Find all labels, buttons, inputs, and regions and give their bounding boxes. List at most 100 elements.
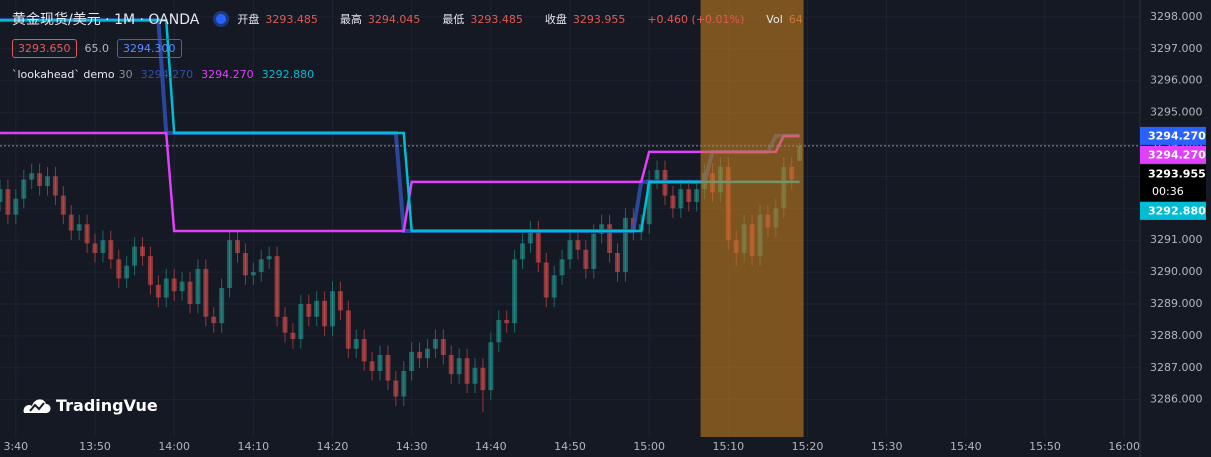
status-dot[interactable] xyxy=(213,11,230,27)
candle-body xyxy=(654,170,660,180)
candle-body xyxy=(227,240,233,289)
x-tick-label: 15:40 xyxy=(950,440,982,453)
field-label: 开盘 xyxy=(237,13,260,26)
candle-body xyxy=(448,355,454,375)
legend-row: `lookahead` demo 30 3294.270 3294.270 3292… xyxy=(12,68,322,81)
y-tick-label: 3296.000 xyxy=(1150,74,1203,87)
candle-body xyxy=(258,259,264,273)
candle-body xyxy=(242,252,248,276)
candle-body xyxy=(393,380,399,397)
candle-body xyxy=(235,240,240,253)
symbol: 黄金现货/美元 · 1M · OANDA xyxy=(12,12,200,28)
candle-body xyxy=(559,259,565,276)
candle-body xyxy=(45,176,50,186)
logo-text: TradingVue xyxy=(56,395,158,415)
field-value: 3293.485 xyxy=(470,12,523,26)
candle-body xyxy=(504,319,510,324)
candle-body xyxy=(369,361,375,371)
candle-body xyxy=(282,316,288,333)
x-tick-label: 15:20 xyxy=(792,440,824,453)
indicator-length: 30 xyxy=(118,68,133,81)
indicator-value: 3294.270 xyxy=(201,68,254,81)
candle-body xyxy=(163,278,169,298)
candle-body xyxy=(195,268,201,304)
candle-body xyxy=(646,179,652,225)
candle-body xyxy=(250,272,256,276)
candle-body xyxy=(140,246,145,257)
candle-body xyxy=(179,281,185,292)
candle-body xyxy=(76,224,82,231)
price-tag xyxy=(1140,201,1206,220)
price-tag xyxy=(1140,145,1206,164)
candle-body xyxy=(520,243,525,260)
candle-body xyxy=(345,310,351,349)
candle-body xyxy=(686,189,692,202)
candle-body xyxy=(377,355,383,371)
indicator-value: 3292.880 xyxy=(261,68,315,81)
candle-body xyxy=(92,243,98,253)
candle-body xyxy=(187,281,193,304)
field-value: 3293.955 xyxy=(572,12,626,26)
candle-body xyxy=(417,351,423,359)
candle-body xyxy=(401,370,407,397)
x-tick-label: 15:10 xyxy=(712,440,744,453)
candle-body xyxy=(5,189,11,215)
price-tag-label: 3293.955 xyxy=(1148,167,1206,180)
price-tag-label: 3294.270 xyxy=(1148,148,1206,161)
indicator-value: 3294.270 xyxy=(140,68,194,81)
candle-body xyxy=(480,367,486,391)
field-value: 3294.045 xyxy=(367,12,421,26)
price-tag-label: 3292.880 xyxy=(1148,204,1206,217)
price-tag-label: 3294.270 xyxy=(1148,129,1206,142)
price-box: 3293.650 xyxy=(12,39,77,58)
y-tick-label: 3288.000 xyxy=(1150,329,1203,342)
candle-body xyxy=(575,240,581,250)
logo: TradingVue xyxy=(22,395,158,415)
candle-body xyxy=(440,339,446,356)
x-tick-label: 15:30 xyxy=(871,440,903,453)
field-label: 收盘 xyxy=(544,13,567,26)
candle-body xyxy=(13,198,19,215)
highlight-zone xyxy=(700,0,804,437)
candle-body xyxy=(512,259,518,324)
x-tick-label: 14:00 xyxy=(158,440,190,453)
y-tick-label: 3289.000 xyxy=(1150,297,1203,310)
candle-body xyxy=(591,233,597,269)
x-tick-label: 14:30 xyxy=(396,440,428,453)
candle-body xyxy=(108,240,114,260)
vol-label: Vol xyxy=(766,12,783,26)
candle-body xyxy=(527,230,533,244)
candle-body xyxy=(551,275,557,298)
legend-row: 黄金现货/美元 · 1M · OANDA 开盘 3293.485 最高 3294.04… xyxy=(12,9,825,29)
candle-body xyxy=(432,339,438,349)
candle-body xyxy=(84,224,90,244)
candle-body xyxy=(68,214,74,231)
x-tick-label: 15:00 xyxy=(633,440,665,453)
candle-body xyxy=(496,319,502,343)
x-tick-label: 14:50 xyxy=(554,440,586,453)
candle-body xyxy=(456,358,462,375)
y-tick-label: 3287.000 xyxy=(1150,361,1203,374)
x-tick-label: 14:40 xyxy=(475,440,507,453)
y-tick-label: 3291.000 xyxy=(1150,233,1203,246)
field-label: 最高 xyxy=(339,13,362,26)
logo-icon xyxy=(23,399,51,413)
field-value: 3293.485 xyxy=(265,12,318,26)
candle-body xyxy=(155,284,161,298)
candle-body xyxy=(29,173,35,180)
candle-body xyxy=(203,268,209,317)
price-box: 3294.300 xyxy=(117,39,182,58)
candle-body xyxy=(472,367,478,384)
y-tick-label: 3295.000 xyxy=(1150,106,1203,119)
change: +0.460 (+0.01%) xyxy=(647,12,745,26)
candle-body xyxy=(543,262,549,298)
x-tick-label: 16:00 xyxy=(1108,440,1140,453)
vol-value: 64 xyxy=(788,12,803,26)
candle-body xyxy=(353,339,359,349)
candle-body xyxy=(425,348,430,359)
candle-body xyxy=(21,179,27,199)
candle-body xyxy=(132,246,138,266)
candle-body xyxy=(298,303,304,340)
